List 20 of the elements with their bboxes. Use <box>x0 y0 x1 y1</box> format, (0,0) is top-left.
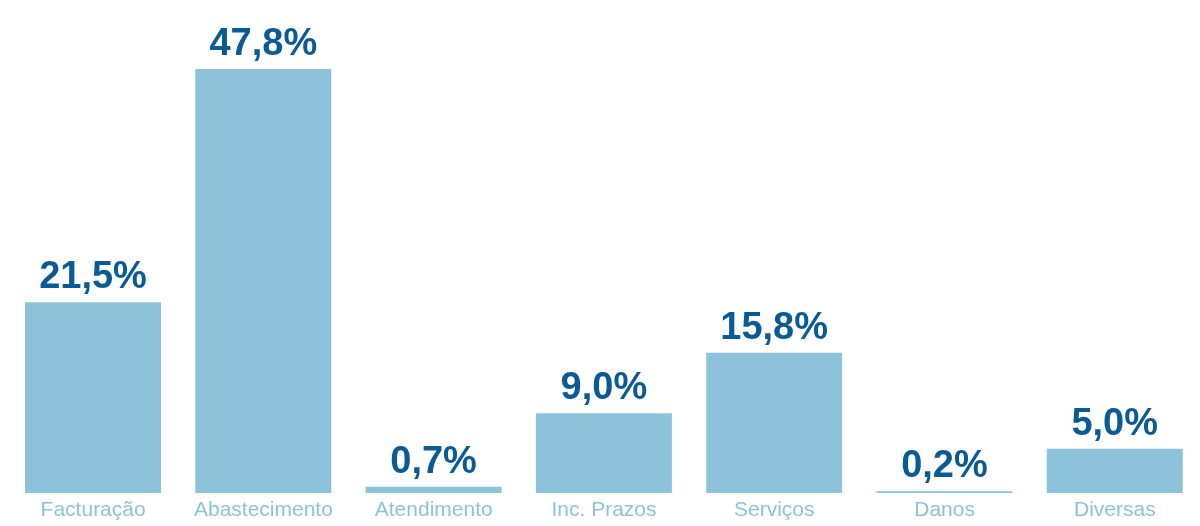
x-tick-label: Serviços <box>734 496 815 520</box>
x-tick-label: Inc. Prazos <box>551 496 657 520</box>
data-label: 15,8% <box>720 304 829 347</box>
x-tick-label: Diversas <box>1074 496 1156 520</box>
x-tick-label: Facturação <box>40 496 146 520</box>
x-tick-label: Abastecimento <box>193 496 333 520</box>
x-tick-label: Atendimento <box>374 496 493 520</box>
bar <box>706 352 843 493</box>
bar <box>535 413 672 493</box>
data-label: 0,7% <box>390 438 477 481</box>
x-tick-label: Danos <box>914 496 975 520</box>
bar <box>195 69 332 493</box>
data-label: 5,0% <box>1071 400 1159 443</box>
bar <box>365 486 502 493</box>
bar <box>1046 448 1183 493</box>
data-label: 21,5% <box>39 254 147 297</box>
data-label: 9,0% <box>560 365 648 408</box>
data-label: 47,8% <box>209 21 318 63</box>
bar <box>25 302 162 493</box>
data-label: 0,2% <box>901 443 988 486</box>
